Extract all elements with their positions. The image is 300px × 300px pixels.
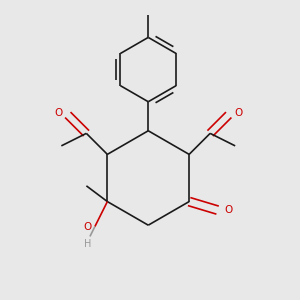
Text: O: O [224,205,232,215]
Text: O: O [84,222,92,232]
Text: O: O [54,108,63,118]
Text: H: H [85,239,92,249]
Text: O: O [234,108,242,118]
